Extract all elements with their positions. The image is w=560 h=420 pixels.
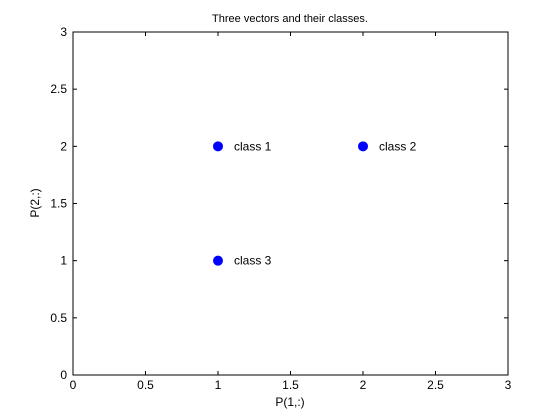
x-tick-label: 0.5 xyxy=(137,378,154,392)
data-point xyxy=(358,141,368,152)
x-tick-label: 1 xyxy=(215,378,222,392)
x-tick-label: 2 xyxy=(360,378,367,392)
y-tick-label: 1.5 xyxy=(50,197,67,211)
y-tick-label: 2.5 xyxy=(50,82,67,96)
y-tick-label: 1 xyxy=(60,254,67,268)
x-tick-label: 1.5 xyxy=(282,378,299,392)
x-axis-label: P(1,:) xyxy=(275,395,304,409)
point-label: class 2 xyxy=(379,139,417,153)
plot-area: 0 0.5 1 1.5 2 2.5 3 00.511.522.53 class 1 class… xyxy=(50,25,511,392)
y-tick-label: 0.5 xyxy=(50,311,67,325)
x-axis: 0 0.5 1 1.5 2 2.5 3 xyxy=(70,32,512,392)
y-axis: 0 0.5 1 1.5 2 2.5 3 xyxy=(50,25,508,382)
chart-title: Three vectors and their classes. xyxy=(212,13,368,25)
y-axis-label: P(2,:) xyxy=(28,188,42,217)
data-series: class 1 class 2 class 3 xyxy=(213,139,417,268)
y-tick-label: 2 xyxy=(60,139,67,153)
y-tick-label: 0 xyxy=(60,368,67,382)
point-label: class 3 xyxy=(234,254,272,268)
data-point xyxy=(213,255,223,266)
y-tick-label: 3 xyxy=(60,25,67,39)
data-point xyxy=(213,141,223,152)
x-tick-label: 2.5 xyxy=(427,378,444,392)
x-tick-label: 0 xyxy=(70,378,77,392)
x-tick-label: 3 xyxy=(505,378,512,392)
point-label: class 1 xyxy=(234,139,272,153)
